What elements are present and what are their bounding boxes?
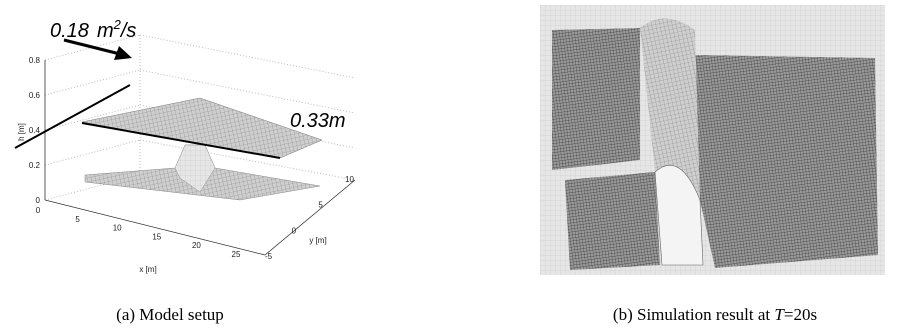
caption-b: (b) Simulation result at T=20s	[613, 305, 817, 324]
x-tick-label: 5	[75, 215, 80, 224]
x-tick-label: 25	[232, 250, 241, 259]
x-tick-label: 10	[113, 224, 122, 233]
y-axis-label: y [m]	[309, 236, 326, 245]
y-tick-label: 10	[345, 175, 354, 184]
x-tick-label: 0	[36, 206, 41, 215]
x-tick-label: 15	[152, 232, 161, 241]
z-tick-label: 0.6	[29, 91, 41, 100]
result-surface	[695, 55, 878, 268]
caption-prefix: (b) Simulation result at	[613, 305, 774, 324]
z-tick-label: 0.2	[29, 161, 41, 170]
caption-a: (a) Model setup	[116, 305, 224, 324]
z-tick-label: 0.8	[29, 56, 41, 65]
z-tick-label: 0	[36, 196, 41, 205]
figure: 0.18m2/s 0.33m h [m] x [m] y [m] 00.20.4…	[0, 0, 918, 331]
flow-unit-rest: /s	[119, 20, 137, 42]
depth-label: 0.33m	[290, 110, 346, 132]
flow-arrow	[64, 40, 120, 54]
flow-arrow-head	[114, 46, 132, 60]
caption-suffix: =20s	[784, 305, 817, 324]
result-surface	[552, 28, 640, 170]
result-surface	[565, 172, 660, 270]
z-tick-label: 0.4	[29, 126, 41, 135]
x-axis-label: x [m]	[139, 265, 156, 274]
y-tick-label: -5	[265, 252, 273, 261]
y-tick-label: 5	[318, 201, 323, 210]
z-axis-label: h [m]	[17, 123, 26, 141]
panel-b	[540, 5, 885, 275]
flow-value: 0.18	[50, 20, 89, 42]
x-tick-label: 20	[192, 241, 201, 250]
y-tick-label: 0	[292, 226, 297, 235]
flow-unit: m	[97, 20, 114, 42]
